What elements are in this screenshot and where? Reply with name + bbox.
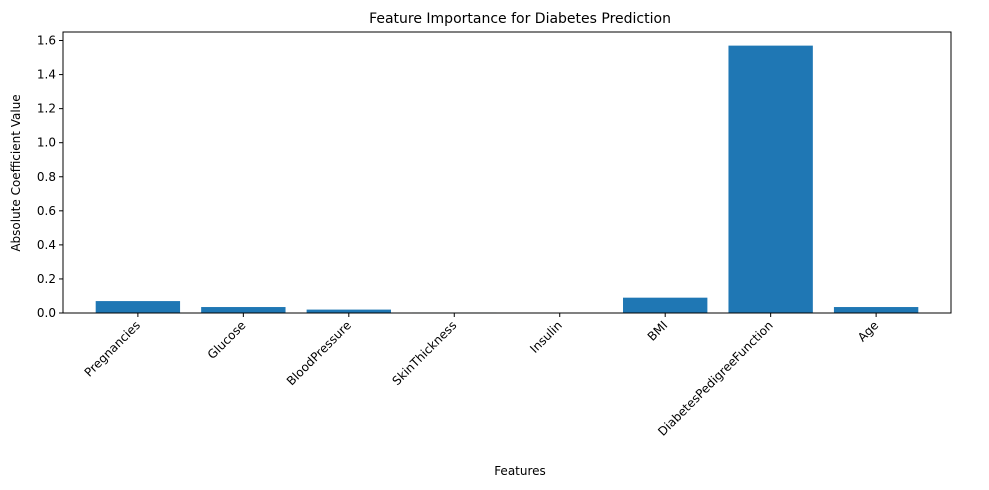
y-tick-label: 1.6: [37, 34, 56, 48]
y-tick-label: 0.0: [37, 306, 56, 320]
y-tick-label: 1.4: [37, 68, 56, 82]
x-tick-label-bloodpressure: BloodPressure: [284, 318, 354, 388]
y-tick-label: 0.4: [37, 238, 56, 252]
y-axis-ticks: 0.0 0.2 0.4 0.6 0.8 1.0 1.2 1.4 1.6: [37, 34, 63, 320]
x-axis-ticks: Pregnancies Glucose BloodPressure SkinThick…: [82, 313, 881, 439]
plot-frame: [62, 31, 952, 314]
x-tick-label-diabetespedigreefunction: DiabetesPedigreeFunction: [655, 318, 776, 439]
y-tick-label: 1.2: [37, 102, 56, 116]
bar-pregnancies: [95, 301, 181, 313]
y-tick-label: 0.8: [37, 170, 56, 184]
bar-age: [833, 307, 919, 313]
bars-layer: [95, 45, 919, 314]
x-tick-label-skinthickness: SkinThickness: [390, 318, 460, 388]
x-axis-label: Features: [494, 464, 546, 478]
y-tick-label: 0.2: [37, 272, 56, 286]
y-tick-label: 1.0: [37, 136, 56, 150]
x-tick-label-pregnancies: Pregnancies: [82, 318, 143, 379]
x-tick-label-age: Age: [855, 318, 881, 344]
bar-bloodpressure: [306, 309, 391, 313]
y-axis-label: Absolute Coefficient Value: [9, 94, 23, 251]
x-tick-label-bmi: BMI: [645, 318, 671, 344]
x-tick-label-glucose: Glucose: [205, 318, 249, 362]
y-tick-label: 0.6: [37, 204, 56, 218]
chart-title: Feature Importance for Diabetes Predicti…: [369, 11, 671, 27]
x-tick-label-insulin: Insulin: [527, 318, 565, 356]
bar-glucose: [201, 307, 286, 313]
bar-bmi: [623, 297, 708, 313]
bar-diabetespedigreefunction: [728, 45, 813, 314]
